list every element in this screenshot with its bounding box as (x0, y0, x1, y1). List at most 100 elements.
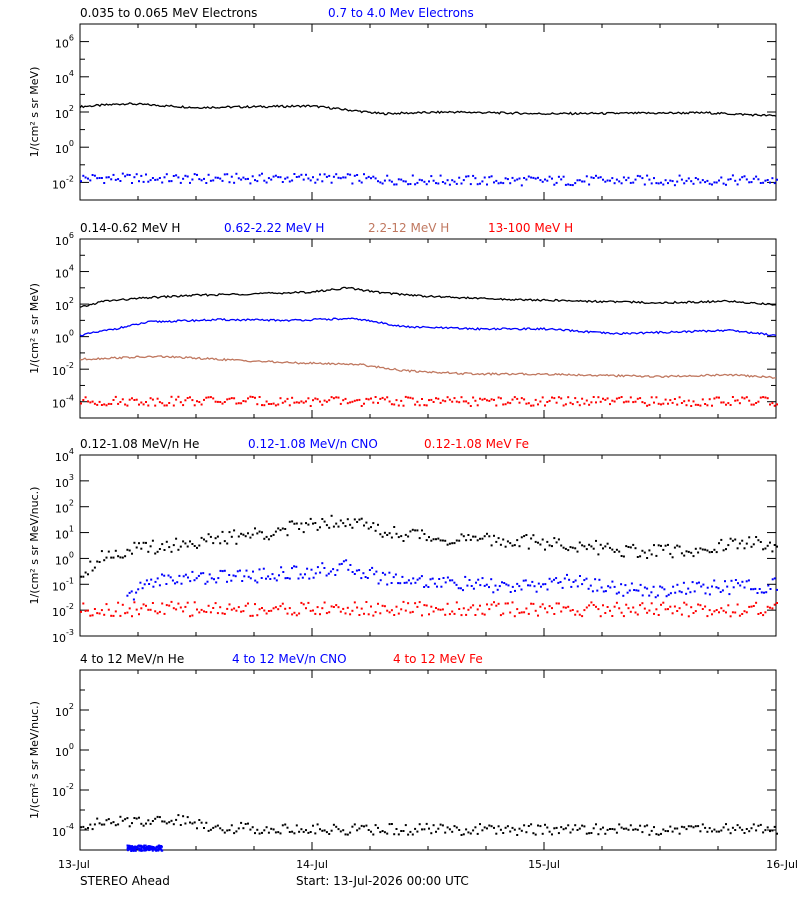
data-point (98, 561, 101, 563)
data-point (597, 396, 600, 399)
data-point (739, 584, 742, 587)
data-point (407, 183, 410, 186)
data-point (460, 614, 463, 617)
data-point (641, 594, 644, 597)
data-point (82, 399, 85, 401)
data-point (374, 396, 377, 398)
data-point (214, 176, 217, 179)
data-point (165, 604, 168, 607)
data-point (453, 825, 456, 828)
y-tick-label: 102 (55, 296, 74, 313)
data-point (706, 830, 709, 833)
data-point (351, 182, 354, 185)
y-tick-label: 103 (55, 473, 74, 490)
data-point (128, 825, 131, 828)
data-point (602, 397, 604, 400)
data-point (553, 537, 556, 540)
data-point (492, 591, 495, 594)
data-point (683, 601, 686, 604)
data-point (96, 612, 99, 615)
data-point (321, 607, 324, 610)
data-point (309, 609, 312, 612)
data-point (437, 182, 440, 185)
data-point (444, 613, 447, 616)
data-point (203, 827, 205, 829)
data-point (715, 586, 718, 589)
data-point (84, 571, 87, 574)
data-point (497, 182, 500, 185)
data-point (332, 606, 335, 608)
data-point (599, 176, 602, 179)
data-point (697, 403, 700, 406)
data-point (265, 535, 268, 538)
data-point (404, 180, 407, 183)
data-point (505, 583, 508, 586)
data-point (555, 541, 558, 544)
data-point (725, 611, 727, 614)
data-point (539, 825, 542, 828)
data-point (752, 403, 755, 406)
data-point (678, 607, 681, 610)
data-point (460, 834, 463, 836)
data-point (643, 183, 646, 186)
data-point (397, 404, 400, 407)
data-point (655, 554, 658, 557)
data-point (395, 399, 398, 402)
data-point (228, 574, 231, 576)
data-point (230, 397, 233, 400)
data-point (351, 400, 354, 403)
data-point (539, 605, 542, 608)
data-point (776, 545, 778, 548)
data-point (711, 551, 713, 553)
data-point (377, 401, 379, 404)
data-point (680, 178, 683, 181)
data-point (687, 550, 690, 553)
data-point (678, 832, 681, 835)
data-point (537, 582, 540, 585)
data-point (620, 583, 623, 586)
data-point (437, 827, 440, 830)
data-point (604, 180, 607, 183)
data-point (240, 178, 243, 181)
data-point (532, 602, 535, 605)
data-point (564, 403, 567, 406)
data-point (455, 182, 458, 185)
data-point (300, 601, 303, 604)
data-point (581, 397, 584, 400)
data-point (464, 575, 467, 578)
data-point (560, 610, 563, 613)
data-point (523, 824, 526, 827)
data-point (673, 184, 676, 187)
data-point (332, 823, 335, 826)
data-point (544, 548, 546, 551)
data-point (653, 826, 655, 829)
data-point (534, 609, 537, 612)
data-point (89, 560, 92, 563)
data-point (314, 832, 317, 835)
data-point (643, 586, 646, 589)
data-point (669, 592, 672, 595)
data-point (244, 400, 247, 403)
data-point (602, 826, 604, 829)
data-point (156, 846, 159, 849)
data-point (87, 177, 89, 180)
data-point (140, 607, 143, 610)
data-point (256, 581, 259, 584)
data-point (486, 827, 488, 830)
legend-entry: 4 to 12 MeV/n He (80, 652, 184, 666)
y-tick-label: 100 (55, 742, 74, 759)
data-point (430, 398, 433, 401)
data-point (404, 824, 407, 827)
data-point (158, 816, 161, 819)
data-point (165, 404, 168, 407)
data-point (293, 832, 296, 835)
data-point (544, 404, 546, 407)
data-point (629, 610, 632, 613)
data-point (750, 181, 753, 184)
data-point (457, 587, 460, 590)
data-point (650, 591, 653, 594)
data-point (602, 604, 604, 607)
data-point (646, 611, 649, 614)
data-point (205, 182, 208, 184)
data-point (117, 555, 120, 558)
